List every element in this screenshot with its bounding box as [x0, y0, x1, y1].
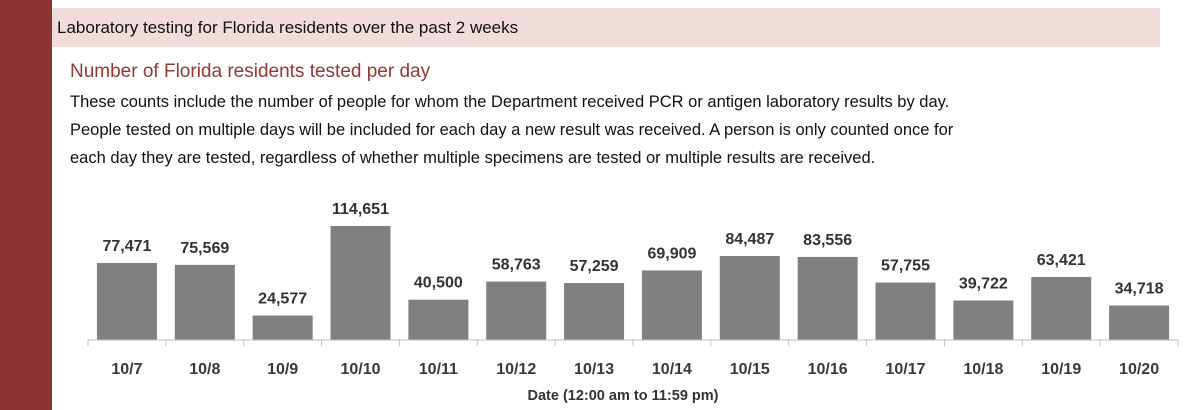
bar-10-10 [330, 226, 391, 340]
bar-value-label: 114,651 [332, 201, 389, 218]
bar-value-label: 77,471 [102, 238, 151, 255]
bar-10-15 [719, 255, 780, 340]
x-category-label: 10/7 [111, 361, 142, 378]
x-category-label: 10/17 [885, 361, 925, 378]
bar-10-12 [486, 281, 547, 340]
category-labels-layer: 10/7 10/8 10/9 10/10 10/11 10/12 10/13 10/14 10/… [111, 361, 1159, 378]
bar-10-18 [953, 300, 1014, 340]
bar-10-7 [96, 262, 157, 340]
header-title: Laboratory testing for Florida residents… [57, 18, 519, 37]
x-axis-title: Date (12:00 am to 11:59 pm) [528, 388, 719, 404]
bar-value-label: 63,421 [1037, 252, 1086, 269]
bar-value-label: 40,500 [414, 275, 463, 292]
description-line-1: These counts include the number of peopl… [70, 93, 950, 111]
x-category-label: 10/11 [419, 361, 458, 378]
x-category-label: 10/20 [1119, 361, 1159, 378]
x-category-label: 10/14 [652, 361, 692, 378]
description-line-2: People tested on multiple days will be i… [70, 121, 954, 139]
bar-10-16 [797, 256, 858, 340]
description-line-3: each day they are tested, regardless of … [70, 149, 876, 167]
accent-side-bar [0, 0, 52, 410]
bar-value-label: 75,569 [180, 240, 229, 257]
bar-value-label: 58,763 [492, 257, 541, 274]
bar-value-label: 84,487 [725, 231, 774, 248]
bar-10-17 [875, 282, 936, 340]
bars-layer [96, 226, 1170, 340]
bar-value-label: 83,556 [803, 232, 852, 249]
x-category-label: 10/16 [808, 361, 848, 378]
bar-value-label: 57,259 [570, 258, 619, 275]
bar-10-14 [641, 270, 702, 340]
bar-value-label: 69,909 [647, 245, 696, 262]
bar-10-9 [252, 315, 313, 340]
chart-subtitle: Number of Florida residents tested per d… [70, 61, 431, 82]
bar-value-label: 57,755 [881, 258, 930, 275]
chart-description: These counts include the number of peopl… [70, 88, 1180, 172]
x-category-label: 10/8 [189, 361, 220, 378]
bar-10-20 [1109, 305, 1170, 340]
bar-10-13 [564, 283, 625, 340]
tick-marks-layer [87, 340, 1179, 346]
bar-value-label: 24,577 [258, 291, 307, 308]
x-category-label: 10/19 [1041, 361, 1081, 378]
x-category-label: 10/18 [963, 361, 1003, 378]
bar-value-label: 39,722 [959, 276, 1008, 293]
bar-value-label: 34,718 [1115, 280, 1164, 297]
header-band [52, 8, 1160, 47]
bar-10-11 [408, 299, 469, 340]
x-category-label: 10/10 [340, 361, 380, 378]
value-labels-layer: 77,471 75,569 24,577 114,651 40,500 58,763 57,… [102, 201, 1163, 308]
bar-10-19 [1031, 276, 1092, 340]
x-category-label: 10/12 [496, 361, 536, 378]
x-category-label: 10/9 [267, 361, 298, 378]
x-category-label: 10/15 [730, 361, 770, 378]
bar-10-8 [174, 264, 235, 340]
x-category-label: 10/13 [574, 361, 614, 378]
